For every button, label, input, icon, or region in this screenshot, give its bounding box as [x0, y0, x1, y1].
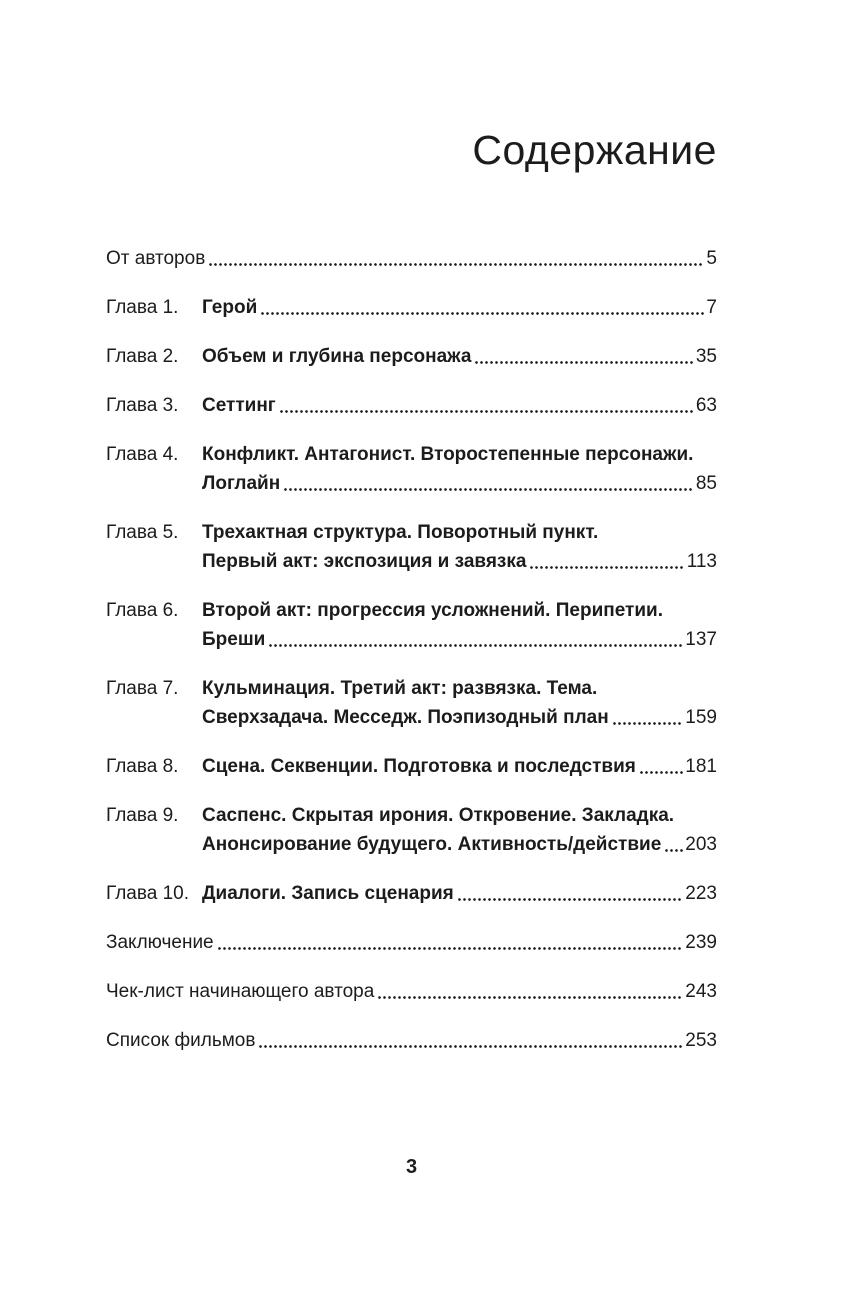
dot-leader: [269, 644, 684, 647]
page-number: 181: [685, 756, 717, 777]
entry-title: Чек-лист начинающего автора: [106, 981, 375, 1002]
entry-title: Герой: [202, 297, 258, 318]
chapter-label: Глава 10.: [106, 883, 190, 904]
dot-leader: [284, 488, 694, 491]
toc-entry: Глава 2. Объем и глубина персонажа 35: [106, 342, 717, 371]
page-number: 137: [685, 629, 717, 650]
chapter-label: Глава 6.: [106, 600, 179, 621]
entry-title: Конфликт. Антагонист. Второстепенные пер…: [202, 444, 694, 465]
page-number: 253: [685, 1030, 717, 1051]
dot-leader: [457, 898, 684, 901]
entry-title: От авторов: [106, 248, 206, 269]
page-number: 159: [685, 707, 717, 728]
toc-entry: Глава 10. Диалоги. Запись сценария 223: [106, 879, 717, 908]
toc-entry: Глава 7. Кульминация. Третий акт: развяз…: [106, 674, 717, 732]
dot-leader: [530, 566, 685, 569]
toc-entry: Заключение 239: [106, 928, 717, 957]
entry-title: Кульминация. Третий акт: развязка. Тема.: [202, 678, 598, 699]
entry-title: Сцена. Секвенции. Подготовка и последств…: [202, 756, 636, 777]
entry-title: Список фильмов: [106, 1030, 256, 1051]
page-number: 85: [695, 473, 717, 494]
toc-entry: Глава 8. Сцена. Секвенции. Подготовка и …: [106, 752, 717, 781]
toc-entry: Глава 9. Саспенс. Скрытая ирония. Откров…: [106, 801, 717, 859]
page-number: 7: [706, 297, 717, 318]
entry-title: Трехактная структура. Поворотный пункт.: [202, 522, 599, 543]
dot-leader: [612, 722, 684, 725]
toc-entry: Глава 4. Конфликт. Антагонист. Второстеп…: [106, 440, 717, 498]
toc-entry: Глава 1. Герой 7: [106, 293, 717, 322]
entry-title: Саспенс. Скрытая ирония. Откровение. Зак…: [202, 805, 675, 826]
entry-title-line2: Первый акт: экспозиция и завязка: [202, 551, 527, 572]
chapter-label: Глава 8.: [106, 756, 179, 777]
entry-title: Диалоги. Запись сценария: [202, 883, 454, 904]
chapter-label: Глава 2.: [106, 346, 179, 367]
page-number: 113: [686, 551, 717, 572]
page-number: 223: [685, 883, 717, 904]
toc-entry: Чек-лист начинающего автора 243: [106, 977, 717, 1006]
dot-leader: [209, 263, 705, 266]
entry-title-line2: Анонсирование будущего. Активность/дейст…: [202, 834, 662, 855]
page-title: Содержание: [472, 127, 717, 173]
dot-leader: [279, 410, 694, 413]
chapter-label: Глава 5.: [106, 522, 179, 543]
entry-title-line2: Сверхзадача. Месседж. Поэпизодный план: [202, 707, 609, 728]
dot-leader: [475, 361, 694, 364]
toc-entry: Глава 3. Сеттинг 63: [106, 391, 717, 420]
entry-title-line2: Логлайн: [202, 473, 281, 494]
chapter-label: Глава 3.: [106, 395, 179, 416]
toc-entry: Глава 5. Трехактная структура. Поворотны…: [106, 518, 717, 576]
dot-leader: [378, 996, 684, 999]
page-number: 239: [685, 932, 717, 953]
entry-title: Сеттинг: [202, 395, 276, 416]
page-number: 203: [685, 834, 717, 855]
toc-entry: Список фильмов 253: [106, 1026, 717, 1055]
entry-title-line2: Бреши: [202, 629, 266, 650]
dot-leader: [261, 312, 705, 315]
toc-entry: От авторов 5: [106, 244, 717, 273]
entry-title: Второй акт: прогрессия усложнений. Перип…: [202, 600, 663, 621]
chapter-label: Глава 7.: [106, 678, 179, 699]
dot-leader: [639, 771, 684, 774]
entry-title: Заключение: [106, 932, 214, 953]
dot-leader: [259, 1045, 684, 1048]
page-number: 35: [695, 346, 717, 367]
toc-entry: Глава 6. Второй акт: прогрессия усложнен…: [106, 596, 717, 654]
page-number: 243: [685, 981, 717, 1002]
dot-leader: [217, 947, 684, 950]
page-number: 5: [706, 248, 717, 269]
entry-title: Объем и глубина персонажа: [202, 346, 472, 367]
page-number: 63: [695, 395, 717, 416]
chapter-label: Глава 4.: [106, 444, 179, 465]
chapter-label: Глава 9.: [106, 805, 179, 826]
dot-leader: [665, 849, 684, 852]
toc-content: Содержание От авторов 5 Глава 1. Герой 7: [106, 128, 717, 1075]
folio-page-number: 3: [405, 1156, 418, 1178]
chapter-label: Глава 1.: [106, 297, 179, 318]
